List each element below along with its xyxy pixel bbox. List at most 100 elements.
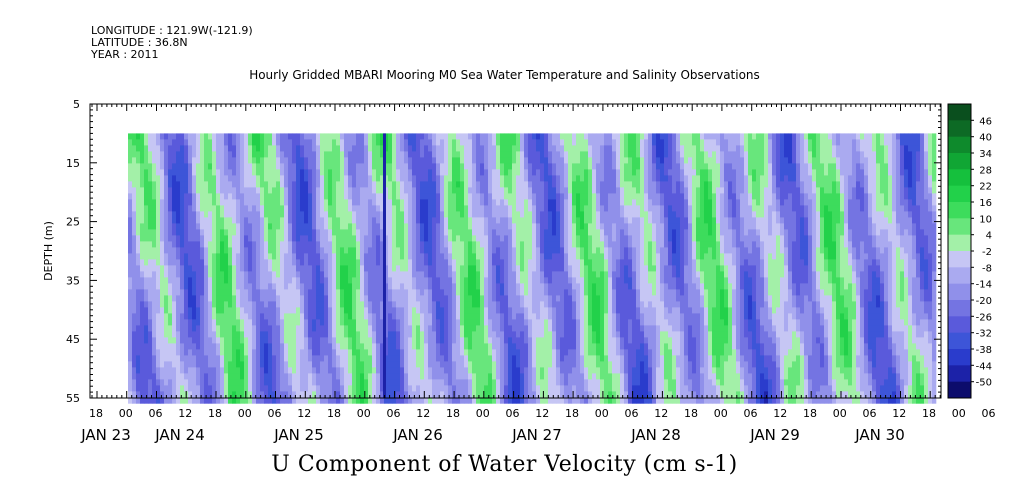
- heatmap-cell: [180, 277, 185, 284]
- heatmap-cell: [524, 235, 529, 242]
- heatmap-cell: [208, 223, 213, 230]
- heatmap-cell: [556, 193, 561, 200]
- heatmap-cell: [196, 229, 201, 236]
- heatmap-cell: [216, 373, 221, 380]
- heatmap-cell: [200, 241, 205, 248]
- heatmap-cell: [300, 349, 305, 356]
- heatmap-cell: [488, 295, 493, 302]
- heatmap-cell: [308, 337, 313, 344]
- heatmap-cell: [452, 385, 457, 392]
- heatmap-cell: [456, 169, 461, 176]
- heatmap-cell: [248, 211, 253, 218]
- heatmap-cell: [176, 265, 181, 272]
- heatmap-cell: [444, 163, 449, 170]
- heatmap-cell: [496, 235, 501, 242]
- heatmap-cell: [448, 151, 453, 158]
- heatmap-cell: [384, 337, 389, 344]
- heatmap-cell: [244, 277, 249, 284]
- heatmap-cell: [216, 337, 221, 344]
- heatmap-cell: [332, 331, 337, 338]
- heatmap-cell: [144, 391, 149, 398]
- heatmap-cell: [236, 223, 241, 230]
- heatmap-cell: [480, 229, 485, 236]
- heatmap-cell: [184, 187, 189, 194]
- heatmap-cell: [220, 151, 225, 158]
- heatmap-cell: [408, 193, 413, 200]
- heatmap-cell: [432, 259, 437, 266]
- heatmap-cell: [444, 385, 449, 392]
- heatmap-cell: [476, 205, 481, 212]
- heatmap-cell: [188, 241, 193, 248]
- heatmap-cell: [520, 199, 525, 206]
- heatmap-cell: [552, 361, 557, 368]
- heatmap-cell: [320, 217, 325, 224]
- heatmap-cell: [568, 181, 573, 188]
- heatmap-cell: [132, 259, 137, 266]
- heatmap-cell: [532, 145, 537, 152]
- heatmap-cell: [516, 151, 521, 158]
- heatmap-cell: [276, 223, 281, 230]
- heatmap-cell: [476, 241, 481, 248]
- heatmap-cell: [436, 151, 441, 158]
- heatmap-cell: [256, 301, 261, 308]
- heatmap-cell: [436, 181, 441, 188]
- heatmap-cell: [368, 169, 373, 176]
- heatmap-cell: [516, 301, 521, 308]
- heatmap-cell: [552, 295, 557, 302]
- heatmap-cell: [212, 283, 217, 290]
- heatmap-cell: [508, 175, 513, 182]
- heatmap-cell: [328, 157, 333, 164]
- heatmap-cell: [468, 397, 473, 404]
- heatmap-cell: [304, 145, 309, 152]
- heatmap-cell: [468, 247, 473, 254]
- heatmap-cell: [548, 199, 553, 206]
- heatmap-cell: [168, 241, 173, 248]
- heatmap-cell: [188, 145, 193, 152]
- heatmap-cell: [192, 163, 197, 170]
- heatmap-cell: [188, 349, 193, 356]
- heatmap-cell: [504, 151, 509, 158]
- heatmap-cell: [496, 277, 501, 284]
- heatmap-cell: [128, 211, 133, 218]
- heatmap-cell: [128, 295, 133, 302]
- heatmap-cell: [404, 307, 409, 314]
- heatmap-cell: [304, 247, 309, 254]
- heatmap-cell: [488, 271, 493, 278]
- heatmap-cell: [192, 349, 197, 356]
- heatmap-cell: [552, 235, 557, 242]
- heatmap-cell: [356, 295, 361, 302]
- heatmap-cell: [428, 337, 433, 344]
- heatmap-cell: [376, 343, 381, 350]
- heatmap-cell: [288, 277, 293, 284]
- heatmap-cell: [448, 373, 453, 380]
- heatmap-cell: [260, 397, 265, 404]
- heatmap-cell: [264, 343, 269, 350]
- heatmap-cell: [384, 367, 389, 374]
- heatmap-cell: [540, 247, 545, 254]
- heatmap-cell: [552, 259, 557, 266]
- heatmap-cell: [512, 343, 517, 350]
- heatmap-cell: [128, 355, 133, 362]
- heatmap-cell: [504, 343, 509, 350]
- heatmap-cell: [216, 313, 221, 320]
- heatmap-cell: [168, 343, 173, 350]
- heatmap-cell: [248, 361, 253, 368]
- heatmap-cell: [476, 361, 481, 368]
- heatmap-cell: [292, 151, 297, 158]
- heatmap-cell: [532, 397, 537, 404]
- heatmap-cell: [484, 337, 489, 344]
- heatmap-cell: [200, 361, 205, 368]
- heatmap-cell: [132, 343, 137, 350]
- heatmap-cell: [248, 331, 253, 338]
- heatmap-cell: [352, 223, 357, 230]
- heatmap-cell: [524, 289, 529, 296]
- heatmap-cell: [272, 277, 277, 284]
- heatmap-cell: [340, 361, 345, 368]
- heatmap-cell: [196, 325, 201, 332]
- heatmap-cell: [236, 319, 241, 326]
- heatmap-cell: [468, 283, 473, 290]
- heatmap-cell: [300, 229, 305, 236]
- heatmap-cell: [292, 193, 297, 200]
- heatmap-cell: [280, 145, 285, 152]
- heatmap-cell: [136, 325, 141, 332]
